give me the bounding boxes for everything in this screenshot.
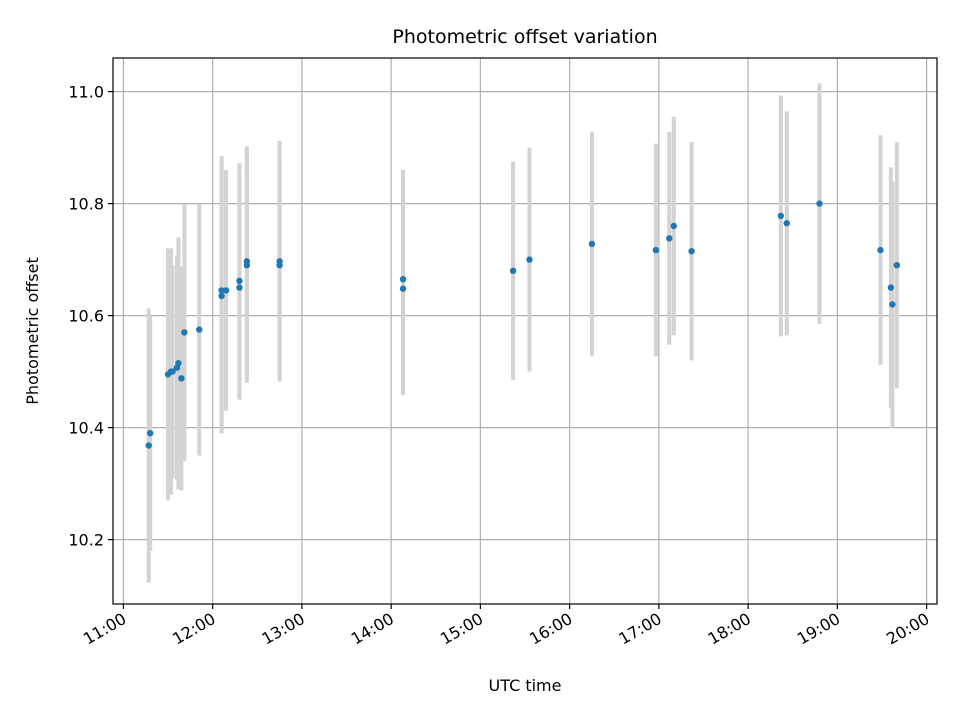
data-point xyxy=(276,258,283,265)
data-point xyxy=(889,301,896,308)
data-point xyxy=(887,284,895,291)
data-point xyxy=(169,368,176,375)
data-point xyxy=(196,326,203,333)
data-point xyxy=(893,262,901,269)
data-point xyxy=(816,200,823,207)
data-point xyxy=(145,442,152,449)
data-point xyxy=(670,222,677,230)
data-points xyxy=(145,200,901,449)
data-point xyxy=(783,220,790,227)
data-point xyxy=(178,375,185,382)
data-point xyxy=(222,287,230,294)
data-point xyxy=(666,235,673,242)
data-point xyxy=(777,212,785,220)
data-point xyxy=(236,284,243,291)
y-axis-label: Photometric offset xyxy=(23,257,42,405)
data-point xyxy=(236,277,243,285)
y-tick-label: 10.4 xyxy=(68,419,104,438)
y-tick-label: 11.0 xyxy=(68,83,104,102)
y-tick-label: 10.6 xyxy=(68,307,104,326)
data-point xyxy=(509,267,517,274)
data-point xyxy=(526,256,533,263)
data-point xyxy=(588,240,596,248)
y-axis-ticks: 10.2 10.4 10.6 10.8 11.0 xyxy=(68,83,113,550)
data-point xyxy=(399,276,407,283)
data-point xyxy=(688,248,695,255)
data-point xyxy=(399,285,407,292)
chart-title: Photometric offset variation xyxy=(392,26,657,48)
data-point xyxy=(175,360,182,367)
y-tick-label: 10.8 xyxy=(68,195,104,214)
data-point xyxy=(877,246,884,254)
data-point xyxy=(243,258,251,265)
data-point xyxy=(652,246,660,254)
data-point xyxy=(218,287,225,294)
data-point xyxy=(218,292,225,300)
data-point xyxy=(181,329,188,336)
x-axis-label: UTC time xyxy=(489,676,562,695)
grid xyxy=(113,58,937,604)
y-tick-label: 10.2 xyxy=(68,531,104,550)
plot-frame xyxy=(112,57,938,605)
data-point xyxy=(146,430,154,437)
